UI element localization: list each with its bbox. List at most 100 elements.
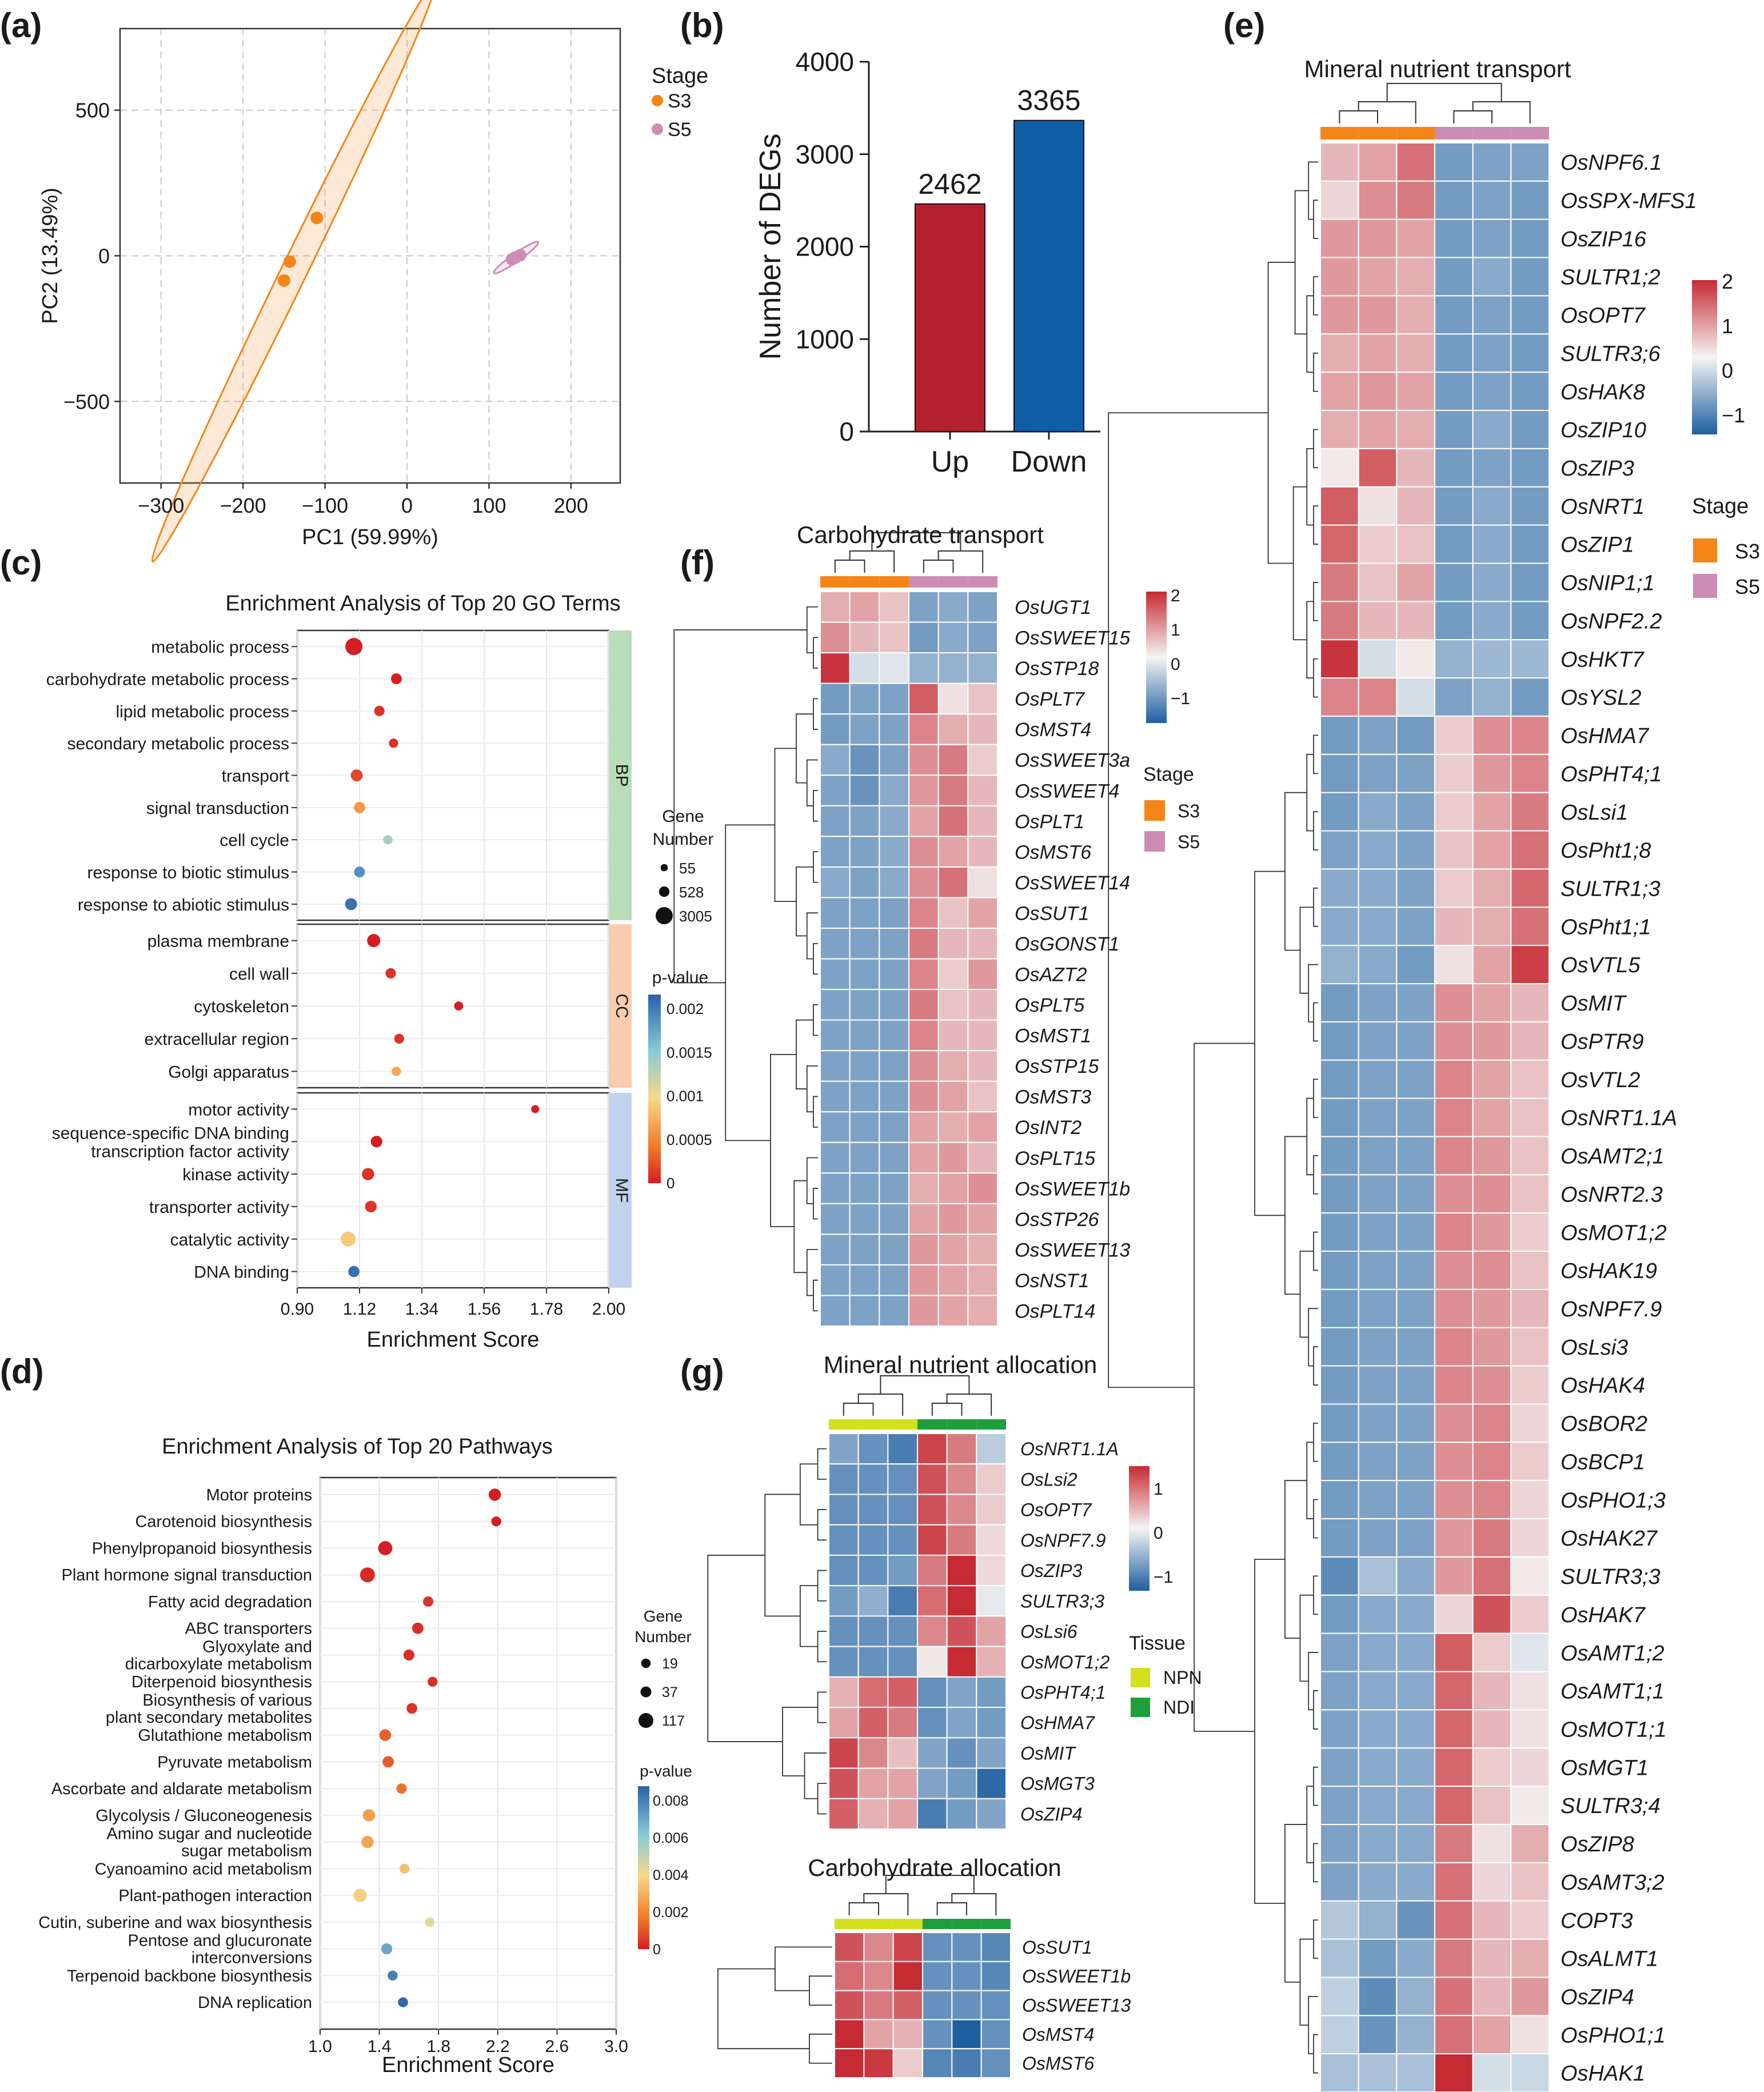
heatmap-cell [908, 989, 939, 1021]
heatmap-cell [1320, 1671, 1359, 1711]
heatmap-cell [1396, 218, 1435, 258]
row-dendrogram [799, 1585, 818, 1647]
heatmap-cell [879, 1295, 910, 1327]
row-label: OsZIP4 [1561, 1986, 1634, 2010]
facet-strip-CC [610, 924, 632, 1088]
heatmap-cell [1396, 1212, 1435, 1252]
heatmap-cell [820, 836, 851, 868]
heatmap-cell [887, 1798, 919, 1830]
heatmap-cell [1396, 180, 1435, 220]
heatmap-cell [1396, 1786, 1435, 1825]
heatmap-cell [849, 1141, 880, 1174]
row-label: OsAMT3;2 [1561, 1871, 1665, 1895]
heatmap-cell [908, 652, 939, 684]
heatmap-cell [1320, 1442, 1359, 1482]
heatmap-cell [1510, 1097, 1550, 1137]
heatmap-colorbar [1129, 1466, 1150, 1591]
heatmap-cell [1320, 1403, 1359, 1443]
row-dendrogram [1313, 582, 1318, 621]
row-dendrogram [1306, 1097, 1314, 1176]
heatmap-cell [879, 652, 910, 684]
heatmap-cell [967, 682, 999, 715]
heatmap-cell [908, 713, 939, 745]
row-label: SULTR3;3 [1020, 1591, 1104, 1611]
heatmap-cell [1358, 1480, 1398, 1520]
row-dendrogram [796, 1019, 813, 1089]
heatmap-cell [908, 744, 939, 776]
legend-title: Stage [1143, 764, 1194, 785]
legend-swatch-NDI [1131, 1698, 1150, 1717]
heatmap-cell [946, 1585, 977, 1617]
heatmap-cell [1396, 1938, 1435, 1978]
row-dendrogram [1313, 1690, 1318, 1730]
row-dendrogram [1313, 1499, 1318, 1539]
heatmap-cell [820, 774, 851, 807]
row-dendrogram [782, 1707, 818, 1776]
heatmap-cell [1472, 448, 1512, 488]
heatmap-cell [1320, 677, 1359, 717]
row-label: OsLsi6 [1020, 1622, 1077, 1642]
heatmap-cell [1434, 830, 1474, 870]
column-annotation [835, 1919, 864, 1929]
heatmap-cell [857, 1767, 889, 1799]
heatmap-cell [863, 1932, 894, 1962]
heatmap-cell [1358, 1136, 1398, 1176]
heatmap-cell [1510, 1900, 1550, 1940]
row-dendrogram [813, 790, 818, 822]
panel-d-label: (d) [0, 1352, 44, 1391]
heatmap-cell [1396, 1671, 1435, 1711]
heatmap-cell [1396, 1747, 1435, 1787]
y-tick-label: 0 [98, 245, 110, 268]
heatmap-cell [892, 1990, 923, 2021]
go-term-point [365, 1200, 377, 1213]
go-term-point [390, 673, 402, 684]
heatmap-cell [1472, 562, 1512, 602]
row-dendrogram [813, 851, 818, 883]
term-label: Biosynthesis of various [142, 1691, 312, 1710]
heatmap-cell [887, 1676, 919, 1708]
heatmap-cell [1320, 372, 1359, 412]
size-legend-label: 3005 [679, 908, 712, 925]
heatmap-cell [1434, 715, 1474, 755]
pathway-point [382, 1756, 394, 1768]
heatmap-cell [887, 1554, 919, 1587]
heatmap-cell [1510, 2053, 1550, 2092]
heatmap-cell [849, 744, 880, 776]
heatmap-cell [1434, 1365, 1474, 1405]
row-dendrogram [793, 1180, 807, 1273]
heatmap-cell [1358, 2053, 1398, 2092]
heatmap-cell [922, 2019, 953, 2050]
heatmap-cell [1320, 1251, 1359, 1290]
heatmap-cell [879, 1050, 910, 1082]
column-dendrogram [834, 532, 984, 573]
heatmap-cell [1434, 1594, 1474, 1634]
heatmap-cell [1320, 945, 1359, 984]
heatmap-cell [1320, 1556, 1359, 1596]
go-term-point [394, 1033, 405, 1044]
heatmap-colorbar [1146, 592, 1167, 723]
heatmap-cell [937, 805, 969, 837]
pvalue-tick-label: 0 [653, 1942, 661, 1958]
row-label: OsPLT15 [1015, 1148, 1095, 1169]
heatmap-cell [1510, 1594, 1550, 1634]
heatmap-cell [1510, 907, 1550, 947]
heatmap-cell [922, 1932, 953, 1962]
facet-strip-label: CC [612, 993, 631, 1018]
term-label: Glutathione metabolism [138, 1727, 312, 1745]
heatmap-cell [908, 836, 939, 868]
legend-label-S5: S5 [1178, 832, 1200, 852]
pathway-point [388, 1970, 398, 1981]
row-dendrogram [1313, 1155, 1318, 1195]
heatmap-cell [892, 2019, 923, 2050]
heatmap-cell [1320, 1594, 1359, 1634]
heatmap-cell [917, 1767, 948, 1799]
column-annotation [917, 1419, 947, 1430]
heatmap-cell [1358, 601, 1398, 641]
panel-d: Enrichment Analysis of Top 20 Pathways Mo… [38, 1435, 692, 2077]
column-annotation [858, 1419, 888, 1430]
panel-c: Enrichment Analysis of Top 20 GO Terms BP… [46, 592, 714, 1352]
heatmap-cell [828, 1433, 859, 1465]
pca-point-S3 [310, 211, 324, 225]
go-term-point [348, 1265, 360, 1277]
row-label: OsSTP26 [1015, 1209, 1099, 1231]
